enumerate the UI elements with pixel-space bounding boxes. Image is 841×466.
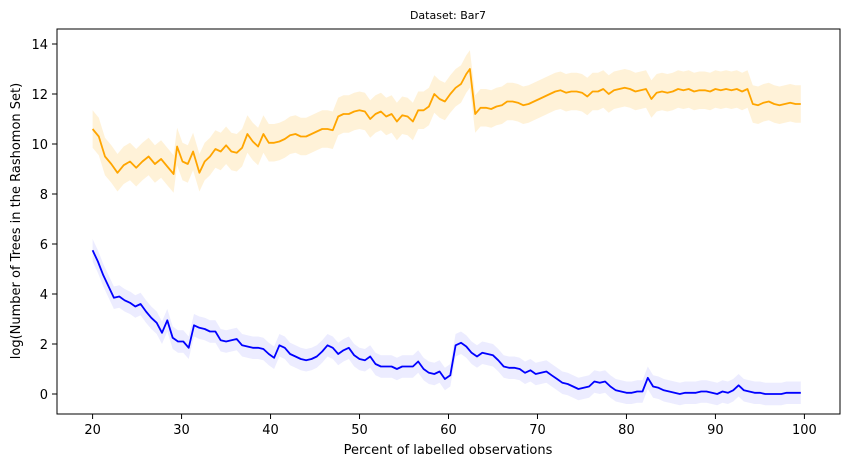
x-tick-label: 20 [84, 423, 101, 438]
series-0-line [91, 68, 801, 175]
y-tick-label: 6 [40, 238, 48, 253]
x-tick-label: 30 [173, 423, 190, 438]
series-1-band [92, 239, 801, 406]
series-0-band [92, 50, 801, 193]
x-tick-label: 40 [262, 423, 279, 438]
y-axis-label: log(Number of Trees in the Rashomon Set) [9, 83, 24, 359]
y-tick-label: 2 [40, 338, 48, 353]
x-tick-label: 90 [707, 423, 724, 438]
y-tick-label: 8 [40, 188, 48, 203]
y-tick-label: 0 [40, 388, 48, 403]
x-tick-label: 60 [440, 423, 457, 438]
y-tick-label: 10 [31, 138, 48, 153]
x-axis-ticks: 20 30 40 50 60 70 80 90 100 [84, 414, 817, 438]
y-axis-ticks: 0 2 4 6 8 10 12 14 [31, 38, 57, 403]
x-axis-label: Percent of labelled observations [344, 443, 553, 458]
y-tick-label: 4 [40, 288, 48, 303]
confidence-bands [92, 50, 801, 406]
series-1-line [91, 249, 801, 395]
x-tick-label: 80 [618, 423, 635, 438]
series-lines [91, 68, 801, 395]
x-tick-label: 70 [529, 423, 546, 438]
x-tick-label: 50 [351, 423, 368, 438]
chart-title: Dataset: Bar7 [410, 9, 486, 22]
y-tick-label: 14 [31, 38, 48, 53]
x-tick-label: 100 [792, 423, 817, 438]
y-tick-label: 12 [31, 88, 48, 103]
